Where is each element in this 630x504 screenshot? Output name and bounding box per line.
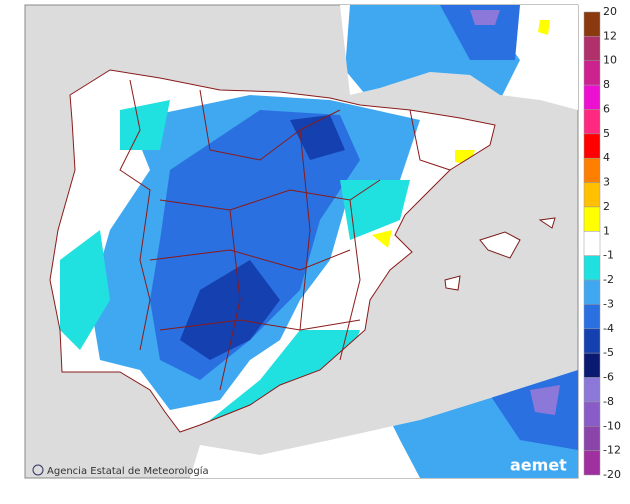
credit: Agencia Estatal de Meteorología [47, 465, 209, 477]
logo: aemet [510, 456, 567, 475]
legend-swatch [583, 304, 601, 330]
balearic-islands [444, 217, 556, 291]
legend-swatch [583, 133, 601, 159]
legend-swatch [583, 328, 601, 354]
legend-swatch [583, 206, 601, 232]
legend-label: -12 [603, 444, 621, 457]
legend-swatch [583, 279, 601, 305]
legend-label: 5 [603, 127, 610, 140]
legend-swatch [583, 401, 601, 427]
legend-label: 2 [603, 200, 610, 213]
legend-label: -6 [603, 371, 614, 384]
legend-label: 20 [603, 5, 617, 18]
legend-swatch [583, 231, 601, 256]
borders [49, 69, 496, 433]
legend-label: -1 [603, 249, 614, 262]
legend-swatch [583, 352, 601, 378]
legend-swatch [583, 255, 601, 281]
legend-swatch [583, 109, 601, 135]
legend-label: 4 [603, 151, 610, 164]
legend-label: 10 [603, 54, 617, 67]
legend-label: -20 [603, 468, 621, 481]
legend-swatch [583, 11, 601, 37]
legend-label: 1 [603, 224, 610, 237]
legend-label: -10 [603, 419, 621, 432]
legend-swatch [583, 36, 601, 61]
legend-swatch [583, 377, 601, 403]
legend-label: -3 [603, 297, 614, 310]
legend-swatch [583, 157, 601, 183]
legend-swatch [583, 84, 601, 110]
legend-label: 6 [603, 102, 610, 115]
legend-swatch [583, 182, 601, 208]
legend-label: -2 [603, 273, 614, 286]
copyright-icon [32, 464, 44, 476]
legend-label: 3 [603, 176, 610, 189]
legend-label: 12 [603, 29, 617, 42]
legend-swatch [583, 426, 601, 451]
legend-label: -4 [603, 322, 614, 335]
legend-label: -8 [603, 395, 614, 408]
legend: 20 12 10 8 6 5 4 3 2 1 -1 -2 -3 -4 -5 -6 -8 -10 -12 -20 [583, 5, 621, 481]
legend-label: -5 [603, 346, 614, 359]
legend-swatch [583, 60, 601, 86]
legend-label: 8 [603, 78, 610, 91]
legend-swatch [583, 450, 601, 476]
